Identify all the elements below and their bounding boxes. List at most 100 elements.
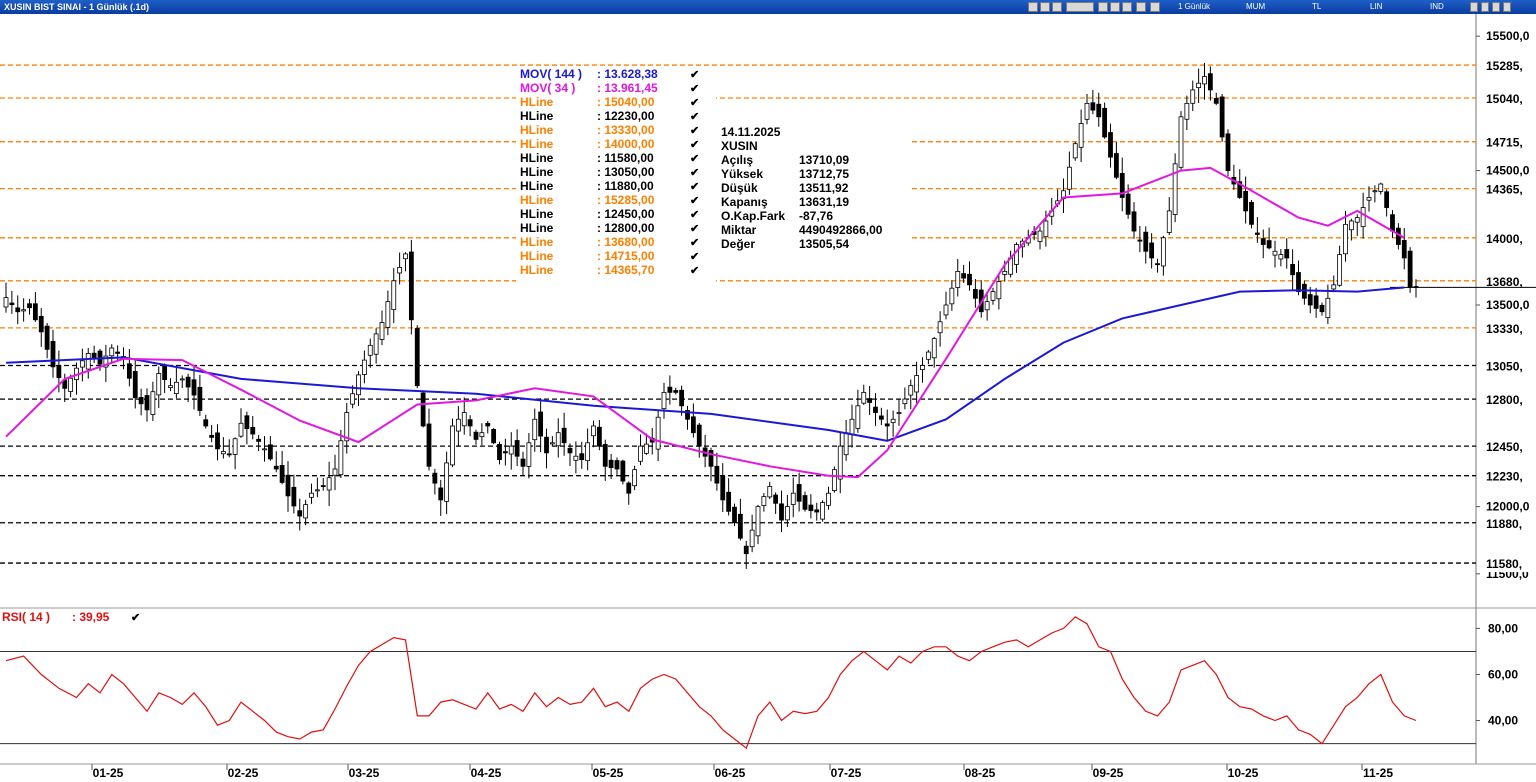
toolbar-currency[interactable]: TL [1312,2,1322,11]
candle-down [561,427,567,444]
candle-up [955,270,961,288]
toolbar-tool-icon[interactable] [1028,2,1038,12]
candle-down [814,509,820,513]
minimize-icon[interactable] [1481,2,1489,12]
candle-down [203,419,209,427]
candle-up [85,352,91,370]
candle-up [661,391,667,410]
time-tick-label: 02-25 [228,766,259,780]
candle-down [972,289,978,299]
candle-up [103,355,109,368]
candle-up [526,442,532,467]
toolbar-tool-icon[interactable] [1040,2,1050,12]
hline-axis-label: 12450, [1486,440,1523,454]
indicator-legend: MOV( 144 ): 13.628,38 ✔ MOV( 34 ): 13.961,… [516,66,716,282]
candle-up [573,455,579,461]
candle-down [696,424,702,447]
candle-down [497,444,502,460]
info-date: 14.11.2025 [721,125,781,139]
toolbar-style-selector[interactable] [1066,2,1094,12]
hline-axis-bg [1478,390,1534,409]
candle-up [379,322,385,340]
candle-down [432,472,438,484]
info-value: 13631,19 [799,195,849,209]
candle-down [244,415,250,430]
close-icon[interactable] [1503,2,1511,12]
candle-down [1407,250,1413,288]
candle-down [191,379,197,396]
candle-up [232,438,238,455]
rsi-panel[interactable]: 80,00 60,00 40,00 RSI( 14 ): 39,95 ✔ [0,604,1536,765]
candle-up [1166,210,1172,233]
check-icon: ✔ [131,612,140,624]
price-tick-label: 12000,0 [1486,500,1530,514]
candle-down [285,474,291,497]
candle-down [514,440,520,457]
check-icon: ✔ [690,181,699,193]
toolbar-period[interactable]: 1 Günlük [1178,2,1211,11]
toolbar-tool-icon[interactable] [1136,2,1146,12]
candle-up [1202,76,1207,85]
hline-axis-bg [1478,88,1534,107]
toolbar-chart-type[interactable]: MUM [1246,2,1266,11]
toolbar-tool-icon[interactable] [1052,2,1062,12]
legend-hline-value: : 12230,00 [597,109,655,123]
time-tick-label: 01-25 [93,766,124,780]
check-icon: ✔ [690,153,699,165]
candle-up [1160,237,1166,267]
candle-down [626,482,632,494]
candle-up [220,451,226,455]
candle-up [849,418,855,435]
check-icon: ✔ [690,125,699,137]
candle-up [643,443,649,454]
candle-up [68,377,74,392]
info-label: Açılış [721,153,753,167]
legend-hline-name: HLine [520,235,554,249]
candle-up [309,492,314,498]
toolbar-tool-icon[interactable] [1110,2,1120,12]
candle-down [967,273,972,286]
maximize-icon[interactable] [1492,2,1500,12]
candle-down [1155,263,1160,266]
candle-up [532,418,538,441]
candle-down [420,392,426,427]
hline-axis-bg [1478,228,1534,247]
candle-down [726,491,732,512]
price-panel[interactable]: 15500,014500,013500,012000,011500,015040… [0,14,1536,609]
toolbar-tool-icon[interactable] [1150,2,1160,12]
hline-axis-label: 15285, [1486,59,1523,73]
candle-down [279,465,285,483]
candle-down [1390,214,1395,232]
candle-up [1078,123,1084,148]
toolbar-indicator[interactable]: IND [1430,2,1444,11]
candle-up [397,266,403,274]
candle-up [1196,82,1202,89]
price-chart[interactable]: 15500,014500,013500,012000,011500,015040… [0,14,1536,782]
candle-up [655,416,661,450]
toolbar-tool-icon[interactable] [1098,2,1108,12]
candle-up [925,351,931,360]
candle-down [297,510,303,517]
candle-down [438,487,444,501]
toolbar-scale[interactable]: LIN [1370,2,1383,11]
candle-down [291,486,297,507]
price-tick-label: 15500,0 [1486,29,1530,43]
candle-down [1225,133,1231,171]
candle-down [1319,304,1325,313]
info-value: -87,76 [799,209,833,223]
time-axis: 01-25 02-25 03-25 04-25 05-25 06-25 07-25 08-25… [91,764,1393,780]
rsi-value: : 39,95 [72,610,110,624]
candle-down [250,427,256,435]
candle-up [1084,102,1090,120]
candle-up [949,287,955,305]
candle-up [356,374,361,396]
info-value: 4490492866,00 [799,223,883,237]
candle-up [262,448,267,451]
window-menu-icon[interactable] [1470,2,1478,12]
toolbar-tool-icon[interactable] [1122,2,1132,12]
legend-hline-name: HLine [520,179,554,193]
price-tick-label: 13500,0 [1486,298,1530,312]
hline-axis-bg [1478,132,1534,151]
candle-down [126,363,132,379]
hline-axis-bg [1478,466,1534,485]
